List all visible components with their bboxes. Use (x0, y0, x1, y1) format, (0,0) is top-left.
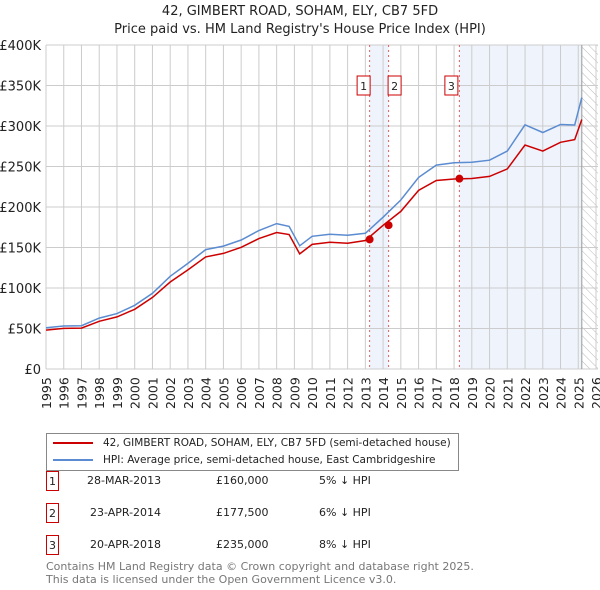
y-tick-label: £150K (0, 242, 41, 257)
x-tick-label: 2002 (163, 377, 178, 409)
footer-copyright: Contains HM Land Registry data © Crown c… (46, 560, 474, 573)
sale-label-border (387, 75, 402, 96)
y-tick-label: £200K (0, 201, 41, 216)
price-chart: £0 £50K £100K £150K £200K £250K £300K £350K £400… (0, 39, 600, 409)
y-tick-label: £250K (0, 161, 41, 176)
legend-swatch (53, 459, 93, 461)
sale-row: 1 28-MAR-2013 £160,000 5% ↓ HPI (46, 471, 446, 491)
x-tick-label: 2001 (145, 377, 160, 409)
x-tick-label: 2007 (252, 377, 267, 409)
sale-date: 23-APR-2014 (90, 506, 162, 519)
y-tick-label: £400K (0, 39, 41, 54)
sale-price: £235,000 (216, 538, 269, 551)
x-tick-label: 2006 (234, 377, 249, 409)
x-tick-label: 2008 (270, 377, 285, 409)
x-tick-label: 2010 (305, 377, 320, 409)
x-tick-label: 2020 (483, 377, 498, 409)
y-tick-label: £300K (0, 120, 41, 135)
sale-price: £160,000 (216, 474, 269, 487)
x-tick-label: 2022 (518, 377, 533, 409)
sale-row: 2 23-APR-2014 £177,500 6% ↓ HPI (46, 503, 446, 523)
x-tick-label: 1995 (39, 377, 54, 409)
legend-label: HPI: Average price, semi-detached house,… (103, 454, 436, 466)
footer-licence: This data is licensed under the Open Gov… (46, 573, 397, 586)
sale-marker-badge: 2 (46, 503, 59, 523)
x-tick-label: 2019 (465, 377, 480, 409)
legend-swatch (53, 442, 93, 444)
x-tick-label: 2018 (447, 377, 462, 409)
x-tick-label: 2021 (500, 377, 515, 409)
x-tick-label: 2003 (181, 377, 196, 409)
sale-point (455, 174, 464, 183)
sale-hpi-diff: 5% ↓ HPI (319, 474, 371, 487)
chart-subtitle: Price paid vs. HM Land Registry's House … (114, 22, 486, 37)
x-tick-label: 2023 (536, 377, 551, 409)
sale-label-text: 2 (391, 80, 398, 93)
sale-label-box: 1 (356, 75, 371, 96)
legend-item-property: 42, GIMBERT ROAD, SOHAM, ELY, CB7 5FD (s… (53, 437, 451, 449)
x-tick-label: 2026 (589, 377, 600, 409)
x-tick-label: 2004 (199, 377, 214, 409)
sale-price: £177,500 (216, 506, 269, 519)
series-line (45, 119, 583, 331)
sale-date: 20-APR-2018 (90, 538, 162, 551)
x-tick-label: 2015 (394, 377, 409, 409)
sale-label-text: 1 (360, 80, 367, 93)
y-tick-label: £0 (24, 363, 41, 378)
sale-point (384, 221, 393, 230)
x-tick-label: 2011 (323, 377, 338, 409)
sale-label-text: 3 (448, 80, 455, 93)
x-tick-label: 2014 (376, 377, 391, 409)
sale-label-box: 3 (444, 75, 459, 96)
sale-date: 28-MAR-2013 (87, 474, 162, 487)
x-tick-label: 2005 (216, 377, 231, 409)
x-tick-label: 1999 (110, 377, 125, 409)
legend-label: 42, GIMBERT ROAD, SOHAM, ELY, CB7 5FD (s… (103, 437, 451, 449)
x-tick-label: 2017 (429, 377, 444, 409)
x-tick-label: 2000 (128, 377, 143, 409)
sale-label-border (356, 75, 371, 96)
chart-title: 42, GIMBERT ROAD, SOHAM, ELY, CB7 5FD (161, 4, 439, 19)
sale-row: 3 20-APR-2018 £235,000 8% ↓ HPI (46, 535, 446, 555)
y-tick-label: £100K (0, 282, 41, 297)
x-tick-label: 1996 (57, 377, 72, 409)
legend: 42, GIMBERT ROAD, SOHAM, ELY, CB7 5FD (s… (46, 433, 459, 471)
sale-label-box: 2 (387, 75, 402, 96)
y-tick-label: £350K (0, 80, 41, 95)
x-tick-label: 1997 (74, 377, 89, 409)
sale-label-border (444, 75, 459, 96)
x-tick-label: 1998 (92, 377, 107, 409)
sale-marker-badge: 1 (46, 471, 59, 491)
x-tick-label: 2025 (571, 377, 586, 409)
sale-marker-badge: 3 (46, 535, 59, 555)
x-tick-label: 2012 (341, 377, 356, 409)
sale-point (365, 235, 374, 244)
x-tick-label: 2024 (554, 377, 569, 409)
sale-hpi-diff: 8% ↓ HPI (319, 538, 371, 551)
series-line (45, 97, 583, 329)
sale-hpi-diff: 6% ↓ HPI (319, 506, 371, 519)
y-tick-label: £50K (8, 323, 42, 338)
legend-item-hpi: HPI: Average price, semi-detached house,… (53, 454, 436, 466)
x-tick-label: 2009 (287, 377, 302, 409)
x-tick-label: 2016 (412, 377, 427, 409)
x-tick-label: 2013 (358, 377, 373, 409)
